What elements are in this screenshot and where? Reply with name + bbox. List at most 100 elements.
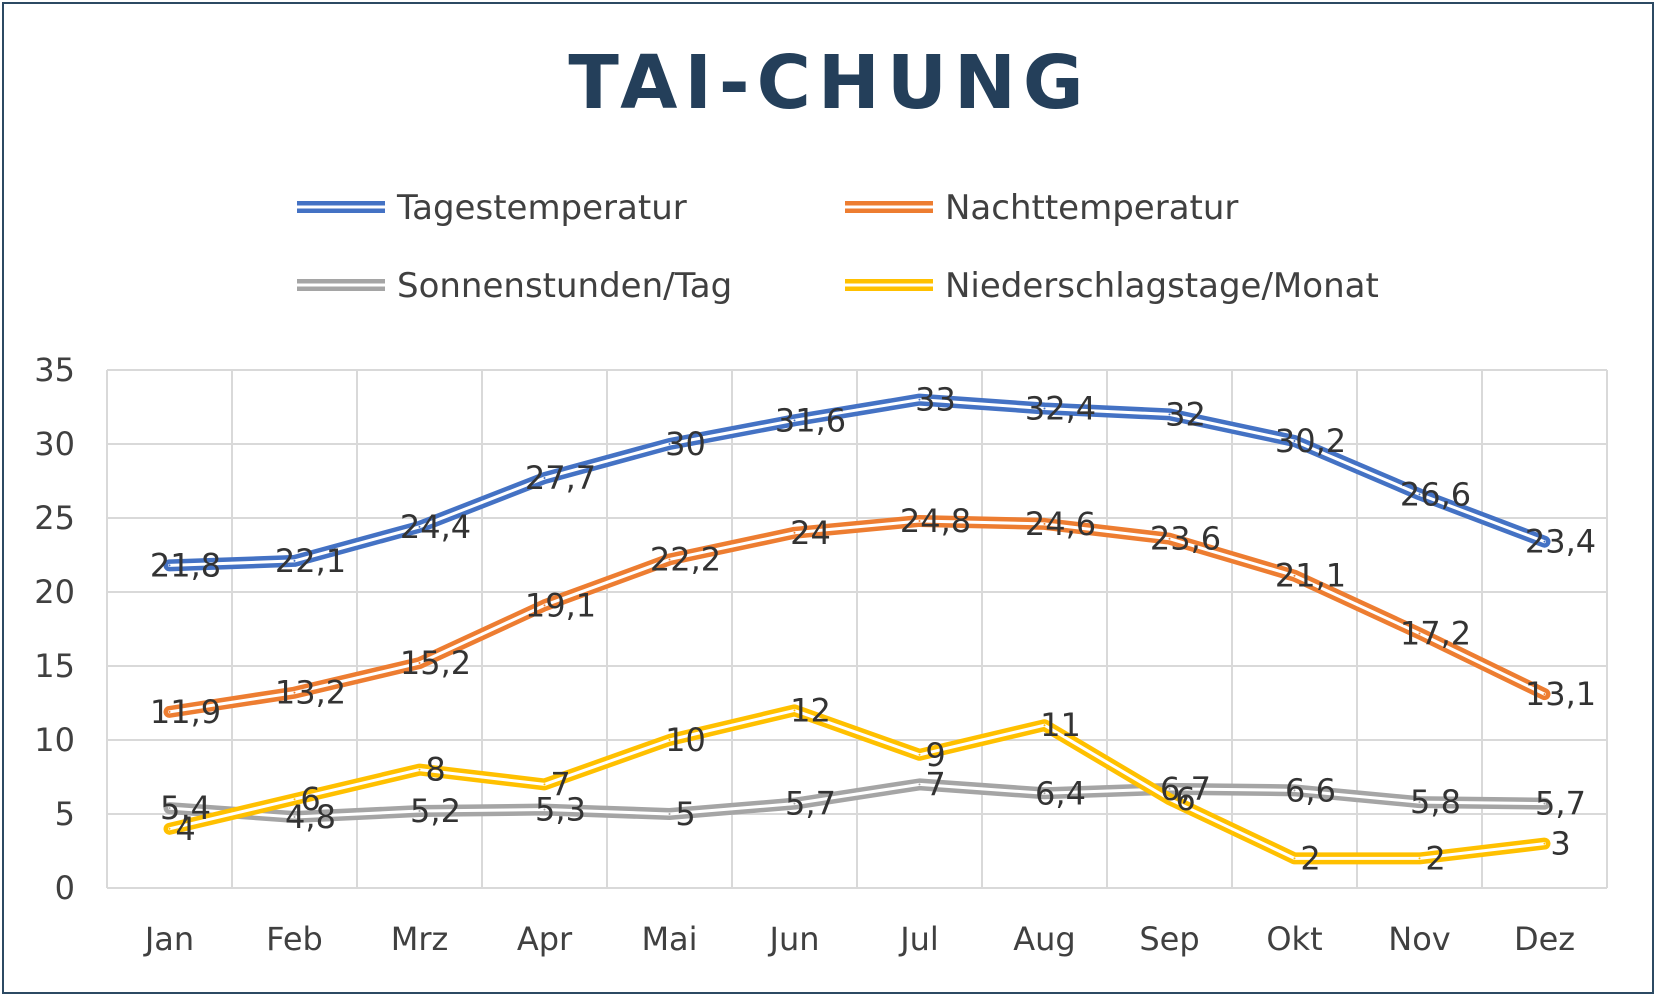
series-line-inner	[168, 708, 1546, 860]
data-point	[1418, 632, 1421, 635]
legend-label: Tagestemperatur	[396, 188, 687, 228]
data-point	[168, 827, 171, 830]
data-label: 32,4	[1025, 389, 1096, 427]
x-tick-label: Jul	[898, 920, 939, 958]
data-point	[1168, 413, 1171, 416]
data-label: 22,1	[275, 542, 346, 580]
data-point	[418, 662, 421, 665]
y-tick-label: 15	[34, 647, 75, 685]
data-point	[418, 768, 421, 771]
data-label: 4,8	[285, 798, 336, 836]
data-label: 24,4	[400, 508, 471, 546]
plot-lines	[163, 393, 1551, 865]
legend: Tagestemperatur Nachttemperatur Sonnenstun…	[297, 188, 1379, 306]
data-point	[1168, 798, 1171, 801]
data-point	[293, 559, 296, 562]
data-label: 32	[1165, 395, 1206, 433]
data-point	[1418, 801, 1421, 804]
data-label: 6	[1175, 780, 1195, 818]
data-point	[168, 564, 171, 567]
data-point	[293, 691, 296, 694]
data-point	[1293, 440, 1296, 443]
data-label: 31,6	[775, 401, 846, 439]
data-point	[918, 753, 921, 756]
data-point	[793, 802, 796, 805]
data-point	[1043, 792, 1046, 795]
data-label: 6,6	[1285, 771, 1336, 809]
data-label: 11,9	[150, 693, 221, 731]
data-point	[1168, 537, 1171, 540]
data-label: 2	[1425, 839, 1445, 877]
data-point	[918, 519, 921, 522]
data-label: 23,4	[1525, 523, 1596, 561]
data-point	[668, 813, 671, 815]
data-label: 11	[1040, 706, 1081, 744]
y-tick-label: 10	[34, 721, 75, 759]
data-point	[418, 525, 421, 528]
legend-item: Niederschlagstage/Monat	[845, 266, 1379, 306]
data-point	[793, 419, 796, 422]
data-point	[543, 783, 546, 786]
x-tick-label: Dez	[1514, 920, 1575, 958]
data-point	[918, 783, 921, 786]
data-label: 8	[425, 751, 445, 789]
data-label: 6,4	[1035, 774, 1086, 812]
data-point	[1543, 842, 1546, 845]
data-point	[1293, 574, 1296, 577]
data-point	[1543, 540, 1546, 543]
data-point	[668, 443, 671, 445]
data-label: 9	[925, 736, 945, 774]
legend-label: Niederschlagstage/Monat	[945, 266, 1379, 306]
data-point	[293, 798, 296, 801]
data-label: 4	[175, 810, 195, 848]
data-point	[1043, 407, 1046, 410]
data-point	[793, 709, 796, 712]
data-label: 6,7	[1160, 770, 1211, 808]
legend-item: Tagestemperatur	[297, 188, 687, 228]
data-point	[1543, 693, 1546, 696]
legend-label: Nachttemperatur	[945, 188, 1238, 228]
series-line-inner	[168, 398, 1546, 567]
data-label: 21,1	[1275, 557, 1346, 595]
x-tick-label: Aug	[1013, 920, 1075, 958]
legend-item: Sonnenstunden/Tag	[297, 266, 732, 306]
data-point	[418, 810, 421, 813]
data-label: 13,2	[275, 674, 346, 712]
x-tick-label: Apr	[517, 920, 573, 958]
data-label: 13,1	[1525, 675, 1596, 713]
data-point	[1043, 724, 1046, 727]
data-label: 5,8	[1410, 783, 1461, 821]
x-tick-label: Okt	[1266, 920, 1322, 958]
data-point	[543, 808, 546, 811]
data-label: 23,6	[1150, 520, 1221, 558]
x-tick-label: Feb	[266, 920, 323, 958]
data-label: 5,7	[785, 785, 836, 823]
data-point	[668, 558, 671, 561]
data-label: 3	[1550, 825, 1570, 863]
series-line-inner	[168, 519, 1546, 714]
data-label: 2	[1300, 839, 1320, 877]
data-point	[168, 710, 171, 713]
y-axis: 0 5 10 15 20 25 30 35	[34, 351, 75, 907]
data-point	[1043, 522, 1046, 525]
data-label: 5,7	[1535, 785, 1586, 823]
data-label: 7	[550, 765, 570, 803]
x-tick-label: Nov	[1388, 920, 1450, 958]
y-tick-label: 20	[34, 573, 75, 611]
data-label: 5,3	[535, 791, 586, 829]
data-point	[1418, 857, 1421, 860]
x-tick-label: Mai	[641, 920, 697, 958]
data-label: 17,2	[1400, 614, 1471, 652]
data-point	[1168, 787, 1171, 790]
x-tick-label: Mrz	[391, 920, 449, 958]
data-point	[793, 531, 796, 534]
legend-label: Sonnenstunden/Tag	[397, 266, 732, 306]
data-point	[1418, 493, 1421, 496]
data-label: 12	[790, 691, 831, 729]
data-label: 26,6	[1400, 475, 1471, 513]
y-tick-label: 5	[55, 795, 75, 833]
x-axis: Jan Feb Mrz Apr Mai Jun Jul Aug Sep Okt Nov Dez	[143, 920, 1575, 958]
data-point	[1293, 857, 1296, 860]
